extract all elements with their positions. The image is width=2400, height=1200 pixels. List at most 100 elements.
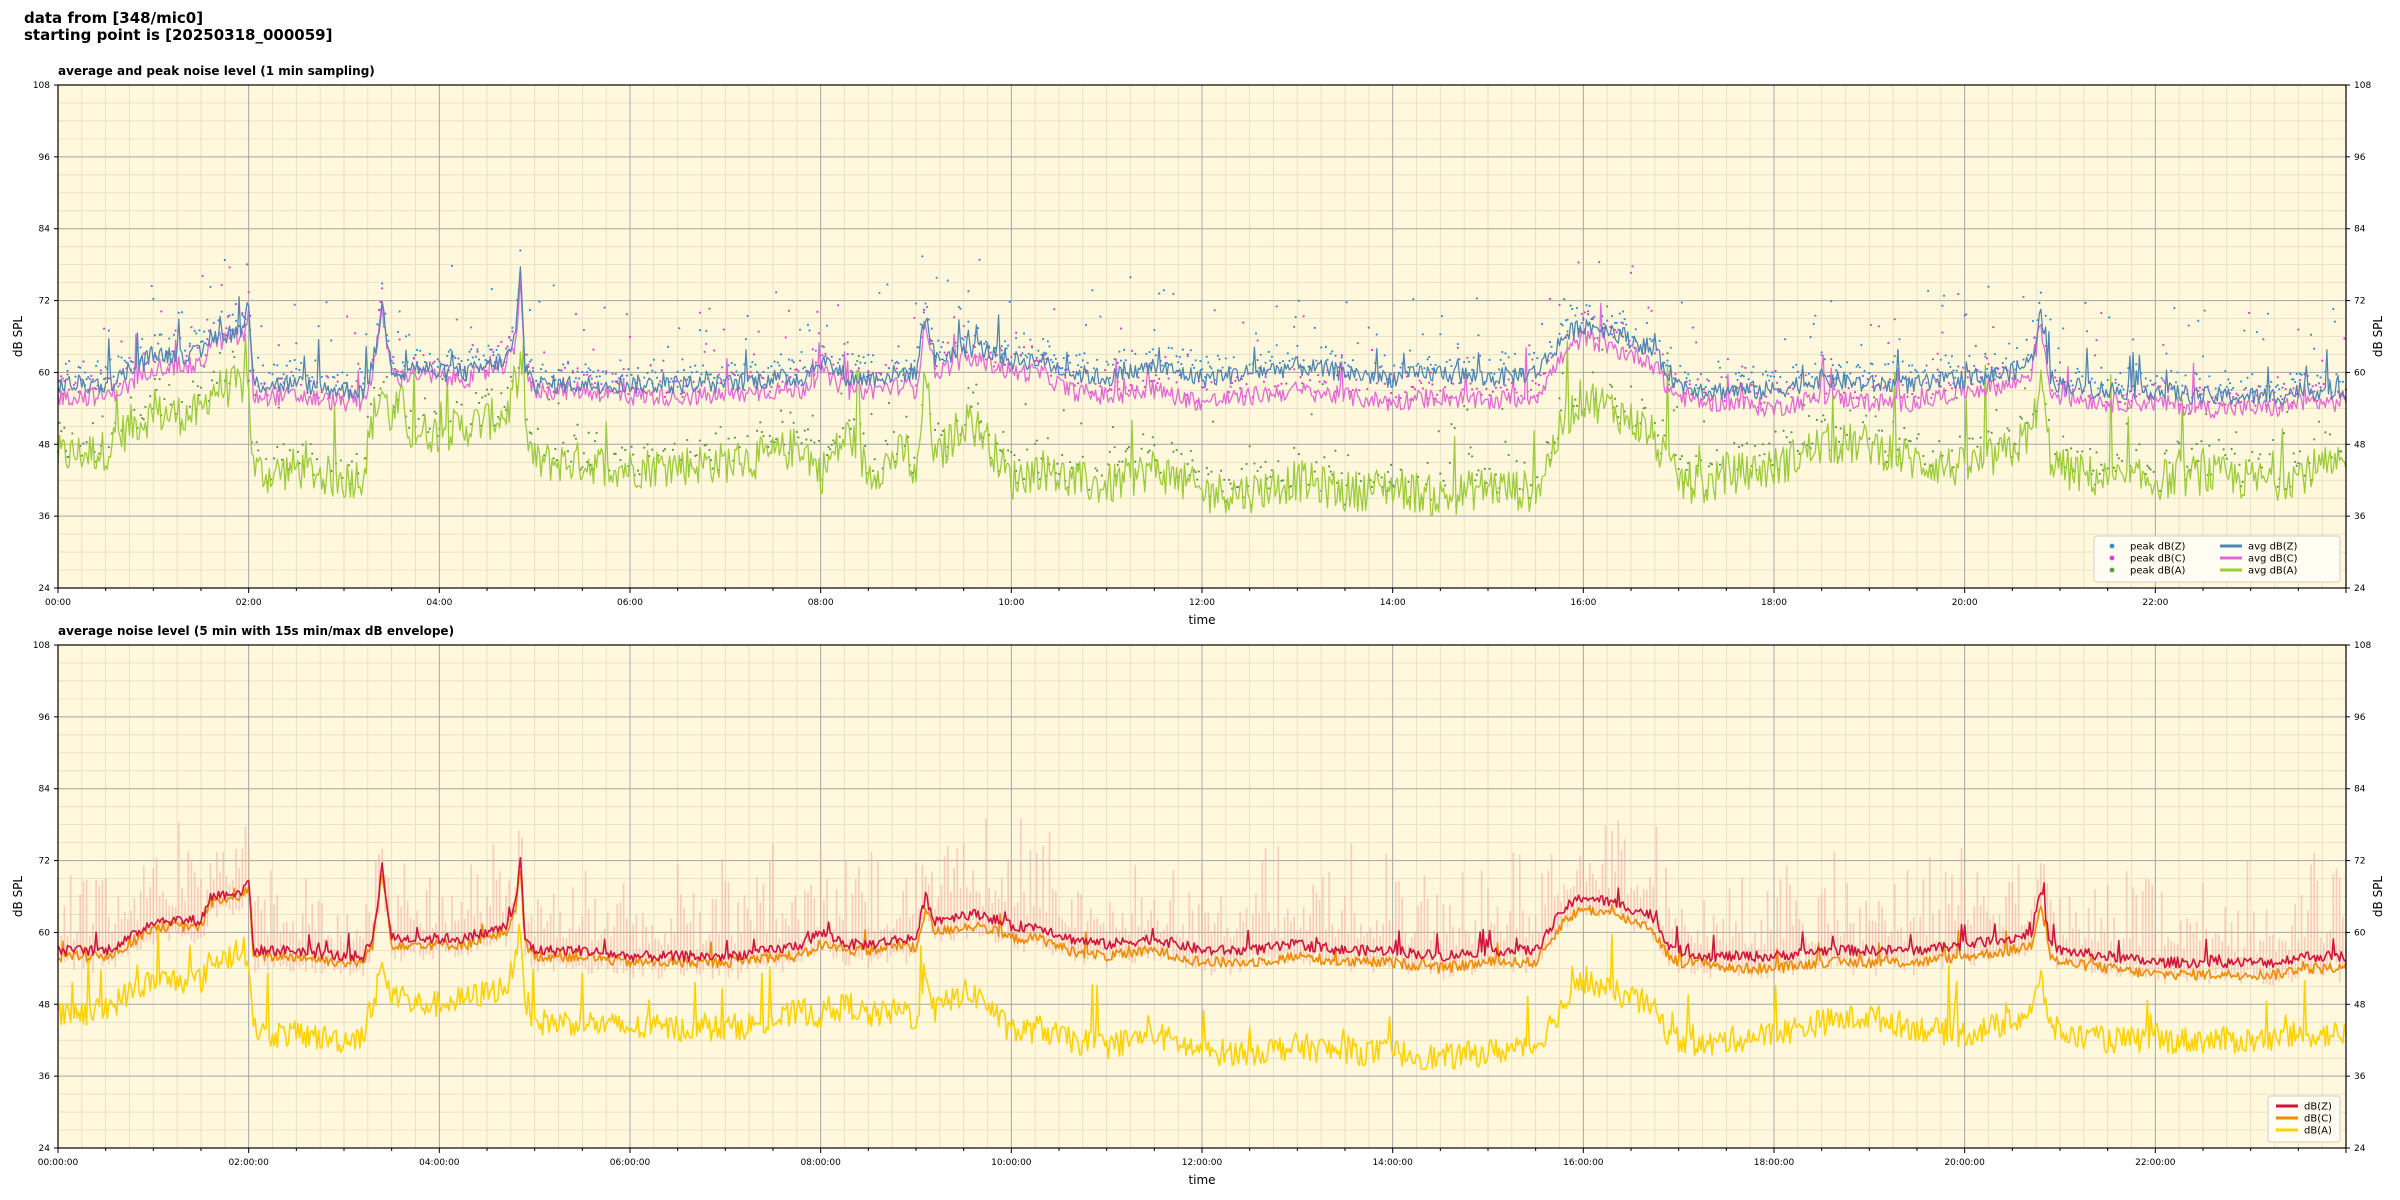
- peak-dot: [603, 306, 606, 309]
- peak-dot: [749, 371, 752, 374]
- peak-dot: [587, 431, 590, 434]
- peak-dot: [1205, 355, 1208, 358]
- header: data from [348/mic0] starting point is […: [24, 10, 332, 44]
- peak-dot: [2054, 376, 2057, 379]
- peak-dot: [1048, 345, 1051, 348]
- peak-dot: [1507, 356, 1510, 359]
- peak-dot: [1256, 358, 1259, 362]
- peak-dot: [1938, 371, 1941, 374]
- peak-dot: [627, 367, 630, 371]
- peak-dot: [1661, 419, 1664, 422]
- peak-dot: [309, 380, 312, 383]
- peak-dot: [843, 342, 846, 346]
- peak-dot: [2122, 394, 2125, 397]
- peak-dot: [1192, 366, 1196, 369]
- peak-dot: [1610, 333, 1614, 336]
- peak-dot: [290, 370, 293, 374]
- peak-dot: [808, 329, 811, 332]
- peak-dot: [1947, 381, 1950, 385]
- peak-dot: [864, 444, 867, 448]
- peak-dot: [1278, 361, 1281, 365]
- x-tick-label: 12:00:00: [1182, 1158, 1223, 1168]
- peak-dot: [107, 445, 110, 449]
- peak-dot: [1683, 371, 1687, 374]
- peak-dot: [198, 393, 201, 397]
- peak-dot: [1181, 348, 1185, 351]
- peak-dot: [1103, 369, 1107, 372]
- peak-dot: [746, 435, 749, 438]
- peak-dot: [1267, 350, 1270, 354]
- peak-dot: [212, 321, 215, 324]
- peak-dot: [625, 313, 628, 316]
- peak-dot: [1463, 404, 1466, 408]
- peak-dot: [2251, 400, 2254, 403]
- peak-dot: [1874, 374, 1877, 378]
- x-tick-label: 10:00: [998, 598, 1024, 608]
- peak-dot: [586, 373, 589, 376]
- peak-dot: [1931, 450, 1934, 453]
- peak-dot: [427, 430, 430, 434]
- peak-dot: [817, 439, 821, 442]
- peak-dot: [566, 362, 570, 365]
- peak-dot: [738, 446, 741, 449]
- peak-dot: [1866, 378, 1869, 381]
- peak-dot: [2095, 339, 2098, 342]
- peak-dot: [234, 319, 238, 323]
- peak-dot: [1180, 363, 1183, 366]
- peak-dot: [1536, 357, 1539, 360]
- y-tick-label-right: 84: [2354, 225, 2366, 235]
- peak-dot: [2227, 378, 2230, 381]
- peak-dot: [1329, 352, 1332, 355]
- peak-dot: [1741, 444, 1744, 447]
- peak-dot: [1644, 406, 1647, 409]
- peak-dot: [762, 377, 765, 380]
- peak-dot: [428, 352, 431, 355]
- peak-dot: [1007, 344, 1010, 347]
- peak-dot: [856, 359, 859, 363]
- peak-dot: [2070, 447, 2073, 450]
- peak-dot: [830, 355, 833, 358]
- peak-dot: [2027, 353, 2030, 356]
- peak-dot: [2241, 480, 2244, 483]
- peak-dot: [2198, 386, 2201, 389]
- peak-dot: [1650, 309, 1653, 312]
- peak-dot: [393, 367, 396, 371]
- peak-dot: [206, 318, 209, 321]
- peak-dot: [117, 385, 120, 388]
- peak-dot: [1602, 323, 1606, 326]
- peak-dot: [1335, 481, 1339, 484]
- peak-dot: [247, 291, 250, 294]
- peak-dot: [477, 358, 481, 361]
- peak-dot: [309, 442, 312, 446]
- peak-dot: [2282, 382, 2286, 385]
- peak-dot: [1544, 372, 1547, 375]
- peak-dot: [1963, 314, 1966, 317]
- peak-dot: [686, 378, 689, 381]
- peak-dot: [926, 305, 929, 309]
- peak-dot: [832, 363, 835, 366]
- peak-dot: [1264, 376, 1267, 379]
- peak-dot: [231, 313, 234, 316]
- peak-dot: [2251, 450, 2254, 454]
- peak-dot: [616, 380, 619, 383]
- peak-dot: [1907, 364, 1911, 367]
- peak-dot: [662, 449, 665, 452]
- peak-dot: [967, 290, 970, 293]
- peak-dot: [1302, 359, 1305, 362]
- peak-dot: [2201, 355, 2205, 358]
- peak-dot: [2276, 485, 2279, 488]
- peak-dot: [1609, 383, 1612, 386]
- peak-dot: [336, 380, 339, 383]
- peak-dot: [775, 438, 778, 441]
- peak-dot: [1747, 378, 1750, 381]
- peak-dot: [398, 338, 401, 341]
- peak-dot: [1126, 447, 1129, 451]
- peak-dot: [1888, 378, 1892, 381]
- peak-dot: [1013, 454, 1016, 457]
- peak-dot: [1679, 457, 1682, 461]
- peak-dot: [63, 380, 66, 383]
- peak-dot: [1985, 357, 1989, 360]
- peak-dot: [1558, 303, 1561, 307]
- peak-dot: [1493, 372, 1496, 376]
- peak-dot: [188, 405, 191, 408]
